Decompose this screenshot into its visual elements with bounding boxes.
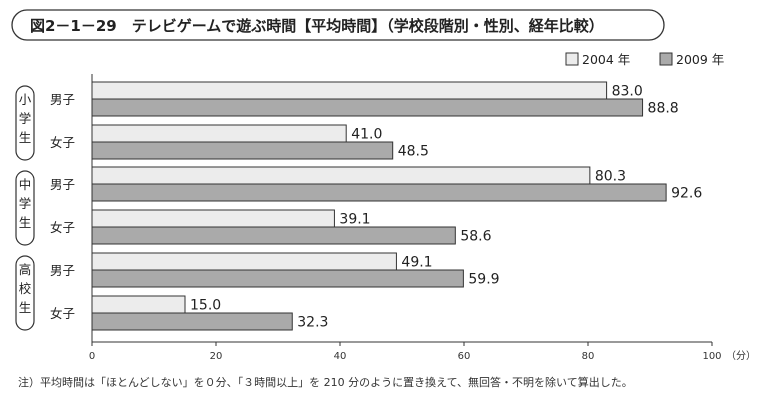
legend: 2004 年 2009 年 [565,52,724,67]
bar-s2-2 [91,141,394,160]
title-frame [11,9,665,41]
category-label-3: 男子 [50,177,75,192]
x-tick-label-0: 0 [89,351,95,362]
group-label-1: 小学生 [19,92,32,145]
footnote: 注）平均時間は「ほとんどしない」を０分、「３時間以上」を 210 分のように置き… [18,375,633,389]
value-label-s2-5: 59.9 [468,272,499,288]
bars: 83.0 88.8 41.0 48.5 80.3 92.6 39.1 58.6 49.1 59.9… [91,81,702,331]
bar-s2-4 [91,226,456,245]
bar-s1-4 [91,209,335,228]
group-label-3: 高校生 [19,262,32,315]
value-label-s1-2: 41.0 [351,127,382,143]
bar-s1-6 [91,295,186,314]
legend-label-1: 2004 年 [582,52,630,67]
value-label-s1-5: 49.1 [401,255,432,271]
category-label-1: 男子 [50,92,75,107]
x-tick-label-4: 80 [582,351,595,362]
bar-s1-3 [91,166,591,185]
bar-s2-1 [91,98,644,117]
category-label-6: 女子 [50,306,75,321]
group-label-2: 中学生 [19,177,32,230]
category-label-5: 男子 [50,263,75,278]
x-axis: 0 20 40 60 80 100 （分） [89,74,756,362]
value-label-s2-1: 88.8 [648,101,679,117]
legend-swatch-2 [659,52,673,66]
bar-s2-3 [91,183,667,202]
category-label-4: 女子 [50,220,75,235]
x-axis-unit: （分） [726,350,756,362]
value-label-s1-3: 80.3 [595,169,626,185]
x-tick-label-1: 20 [210,351,223,362]
legend-label-2: 2009 年 [676,52,724,67]
bar-s2-6 [91,312,293,331]
value-label-s2-2: 48.5 [398,144,429,160]
bar-s2-5 [91,269,464,288]
chart-title: 図2－1－29 テレビゲームで遊ぶ時間【平均時間】（学校段階別・性別、経年比較） [30,17,604,35]
legend-swatch-1 [565,52,579,66]
bar-s1-5 [91,252,397,271]
value-label-s1-1: 83.0 [612,84,643,100]
value-label-s1-4: 39.1 [339,212,370,228]
x-tick-label-2: 40 [334,351,347,362]
x-tick-label-5: 100 [702,351,721,362]
group-frame-1 [15,85,35,161]
value-label-s1-6: 15.0 [190,298,221,314]
group-frame-3 [15,255,35,331]
value-label-s2-3: 92.6 [671,186,702,202]
bar-s1-2 [91,124,347,143]
category-label-2: 女子 [50,135,75,150]
x-tick-label-3: 60 [458,351,471,362]
value-label-s2-6: 32.3 [297,315,328,331]
value-label-s2-4: 58.6 [460,229,491,245]
group-frame-2 [15,170,35,246]
bar-s1-1 [91,81,608,100]
